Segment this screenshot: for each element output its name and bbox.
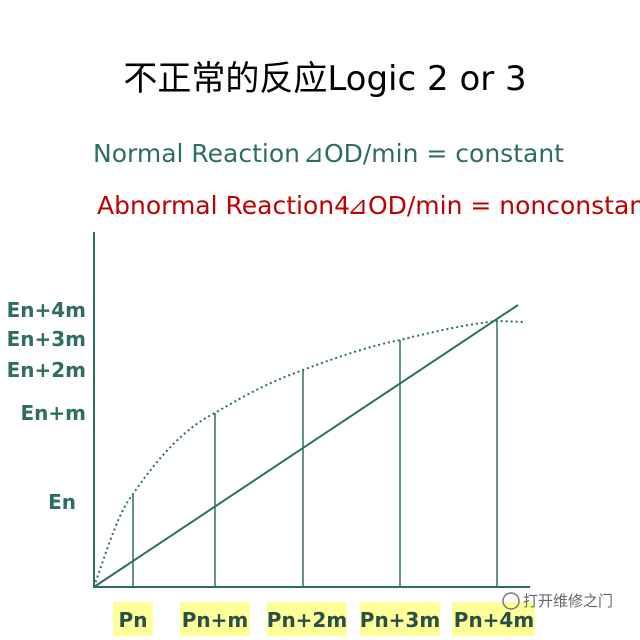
y-labels: En+4m En+3m En+2m En+m En bbox=[7, 298, 86, 514]
x-label-box bbox=[360, 602, 440, 636]
x-label: Pn+2m bbox=[267, 608, 347, 632]
x-label-box bbox=[113, 602, 153, 636]
x-label-box bbox=[180, 602, 250, 636]
y-label: En+4m bbox=[7, 298, 86, 322]
normal-formula: ⊿OD/min = constant bbox=[303, 139, 564, 168]
watermark: 打开维修之门 bbox=[523, 592, 613, 610]
x-label: Pn+3m bbox=[360, 608, 440, 632]
normal-line bbox=[93, 304, 519, 588]
y-label: En+3m bbox=[7, 327, 86, 351]
x-label-box bbox=[267, 602, 347, 636]
y-label: En+2m bbox=[7, 358, 86, 382]
normal-label: Normal Reaction bbox=[93, 139, 300, 168]
abnormal-curve bbox=[93, 319, 526, 588]
x-labels: Pn Pn+m Pn+2m Pn+3m Pn+4m bbox=[113, 602, 535, 636]
guides bbox=[132, 321, 498, 587]
x-label: Pn+m bbox=[182, 608, 249, 632]
x-label: Pn bbox=[119, 608, 148, 632]
title: 不正常的反应Logic 2 or 3 bbox=[123, 59, 526, 99]
y-label: En bbox=[48, 490, 76, 514]
x-label-box bbox=[452, 602, 535, 636]
abnormal-formula: ⊿OD/min = nonconstant bbox=[347, 191, 640, 220]
abnormal-label: Abnormal Reaction4 bbox=[97, 191, 350, 220]
y-label: En+m bbox=[21, 401, 87, 425]
watermark-icon bbox=[502, 592, 520, 610]
plot bbox=[93, 232, 530, 588]
x-label: Pn+4m bbox=[454, 608, 534, 632]
